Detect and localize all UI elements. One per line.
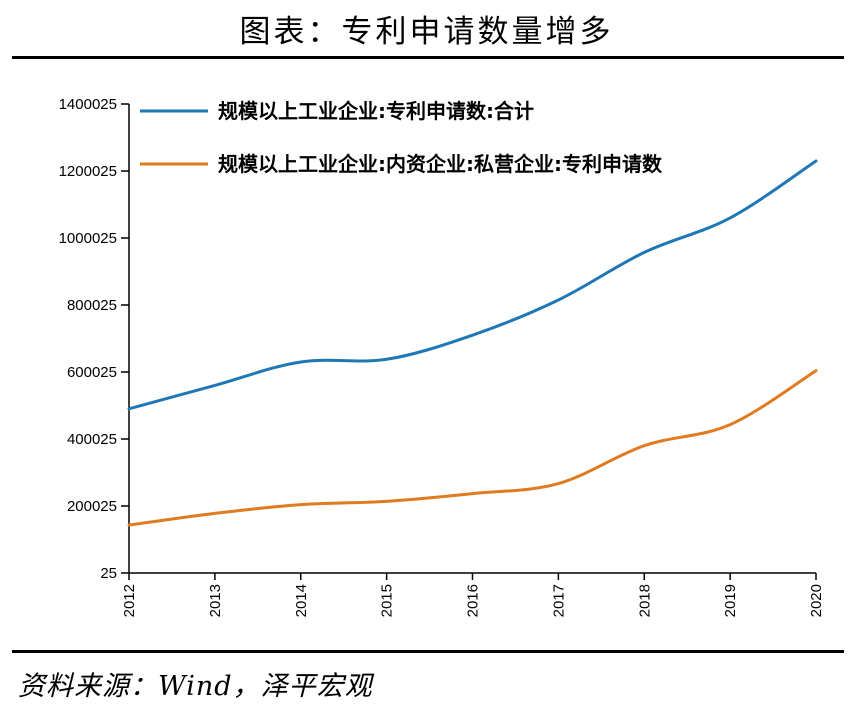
series-line-2: [127, 369, 818, 527]
y-tick-label: 800025: [67, 297, 117, 314]
x-tick-label: 2016: [465, 584, 482, 617]
y-tick-label: 1200025: [59, 163, 117, 180]
chart-title: 图表：专利申请数量增多: [239, 14, 614, 50]
x-tick-label: 2012: [121, 584, 138, 617]
y-tick-label: 600025: [67, 364, 117, 381]
bottom-rule: [12, 650, 844, 653]
y-tick-label: 400025: [67, 431, 117, 448]
legend-label-1: 规模以上工业企业:专利申请数:合计: [218, 99, 534, 123]
source-note: 资料来源：Wind，泽平宏观: [18, 671, 373, 702]
top-rule: [12, 56, 844, 59]
x-tick-label: 2013: [207, 584, 224, 617]
x-tick-label: 2015: [379, 584, 396, 617]
x-tick-label: 2018: [636, 584, 653, 617]
legend-label-2: 规模以上工业企业:内资企业:私营企业:专利申请数: [218, 152, 663, 176]
x-tick-label: 2020: [808, 584, 825, 617]
x-tick-label: 2017: [550, 584, 567, 617]
x-tick-label: 2014: [293, 584, 310, 617]
x-tick-label: 2019: [722, 584, 739, 617]
y-tick-label: 25: [100, 565, 117, 582]
y-tick-label: 1400025: [59, 96, 117, 113]
series-line-1: [127, 159, 818, 411]
line-chart: 25 200025 400025 600025 800025 1000025 1200025…: [59, 96, 825, 617]
y-tick-label: 1000025: [59, 230, 117, 247]
y-tick-label: 200025: [67, 498, 117, 515]
